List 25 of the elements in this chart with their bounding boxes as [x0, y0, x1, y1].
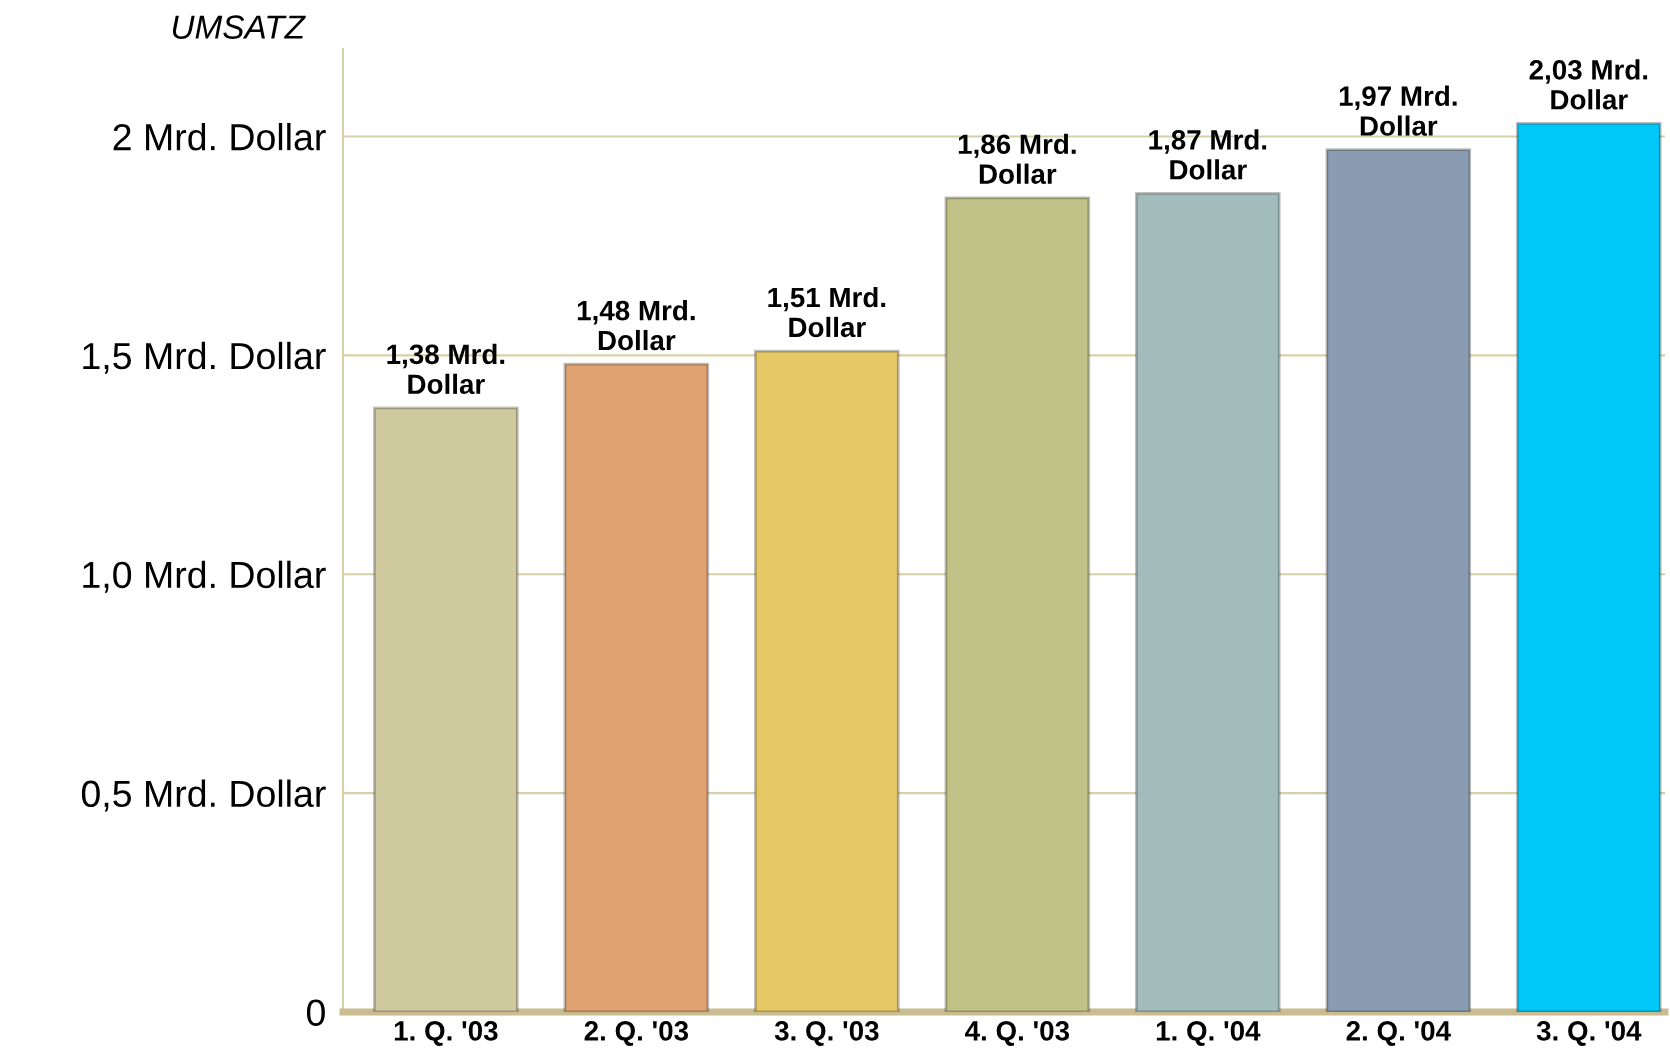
bar [1325, 148, 1472, 1012]
y-tick-label: 0 [306, 999, 325, 1026]
data-label: 1,51 Mrd. Dollar [768, 286, 886, 338]
bar [563, 362, 710, 1012]
data-label: 1,48 Mrd. Dollar [577, 300, 695, 351]
x-tick-label: 2. Q. '03 [584, 1021, 689, 1046]
x-tick-label: 2. Q. '04 [1346, 1021, 1451, 1046]
data-label: 2,03 Mrd. Dollar [1529, 59, 1648, 110]
x-tick-label: 1. Q. '04 [1156, 1021, 1261, 1046]
bar [1515, 122, 1662, 1012]
x-tick-label: 4. Q. '03 [965, 1021, 1070, 1046]
x-tick-label: 3. Q. '04 [1536, 1021, 1642, 1046]
data-label: 1,86 Mrd. Dollar [958, 133, 1076, 184]
chart-title: UMSATZ [172, 15, 306, 39]
y-tick-label: 1,0 Mrd. Dollar [83, 560, 326, 593]
bar [754, 349, 900, 1012]
data-label: 1,38 Mrd. Dollar [387, 343, 505, 395]
y-tick-label: 0,5 Mrd. Dollar [81, 779, 326, 812]
y-tick-label: 2 Mrd. Dollar [113, 122, 326, 151]
data-label: 1,87 Mrd. Dollar [1149, 129, 1267, 180]
data-label: 1,97 Mrd. Dollar [1339, 85, 1457, 136]
x-tick-label: 1. Q. '03 [394, 1021, 498, 1046]
x-tick-label: 3. Q. '03 [774, 1021, 879, 1046]
y-tick-label: 1,5 Mrd. Dollar [83, 341, 326, 374]
bar [1135, 192, 1281, 1012]
